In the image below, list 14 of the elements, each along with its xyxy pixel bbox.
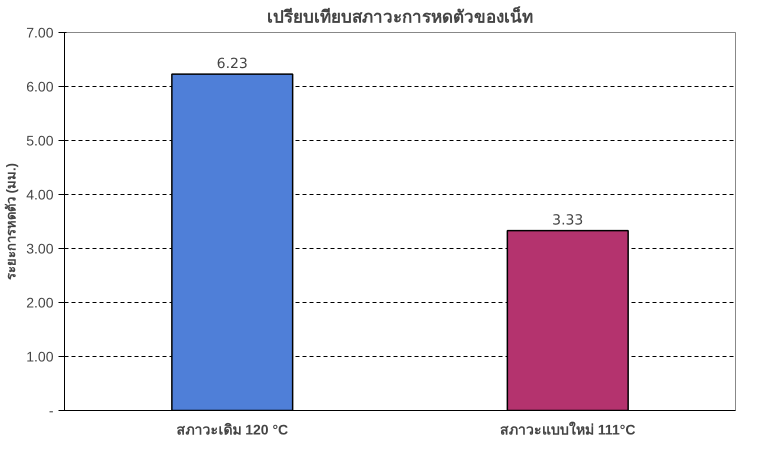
y-tick-label: 7.00 xyxy=(26,24,54,40)
x-tick-label: สภาวะเดิม 120 °C xyxy=(176,422,288,438)
y-axis-title: ระยะการหดตัว (มม.) xyxy=(3,163,18,280)
chart-title: เปรียบเทียบสภาวะการหดตัวของเน็ท xyxy=(267,4,533,28)
y-tick-label: 4.00 xyxy=(26,186,54,202)
y-tick-label: 5.00 xyxy=(26,132,54,148)
data-label: 6.23 xyxy=(216,56,248,72)
x-tick-label: สภาวะแบบใหม่ 111°C xyxy=(500,420,636,438)
y-tick-label: 6.00 xyxy=(26,78,54,94)
y-tick-label: 3.00 xyxy=(26,240,54,256)
y-tick-label: - xyxy=(48,402,54,418)
data-label: 3.33 xyxy=(552,212,584,229)
y-tick-label: 2.00 xyxy=(26,294,54,310)
y-tick-label: 1.00 xyxy=(26,348,54,364)
